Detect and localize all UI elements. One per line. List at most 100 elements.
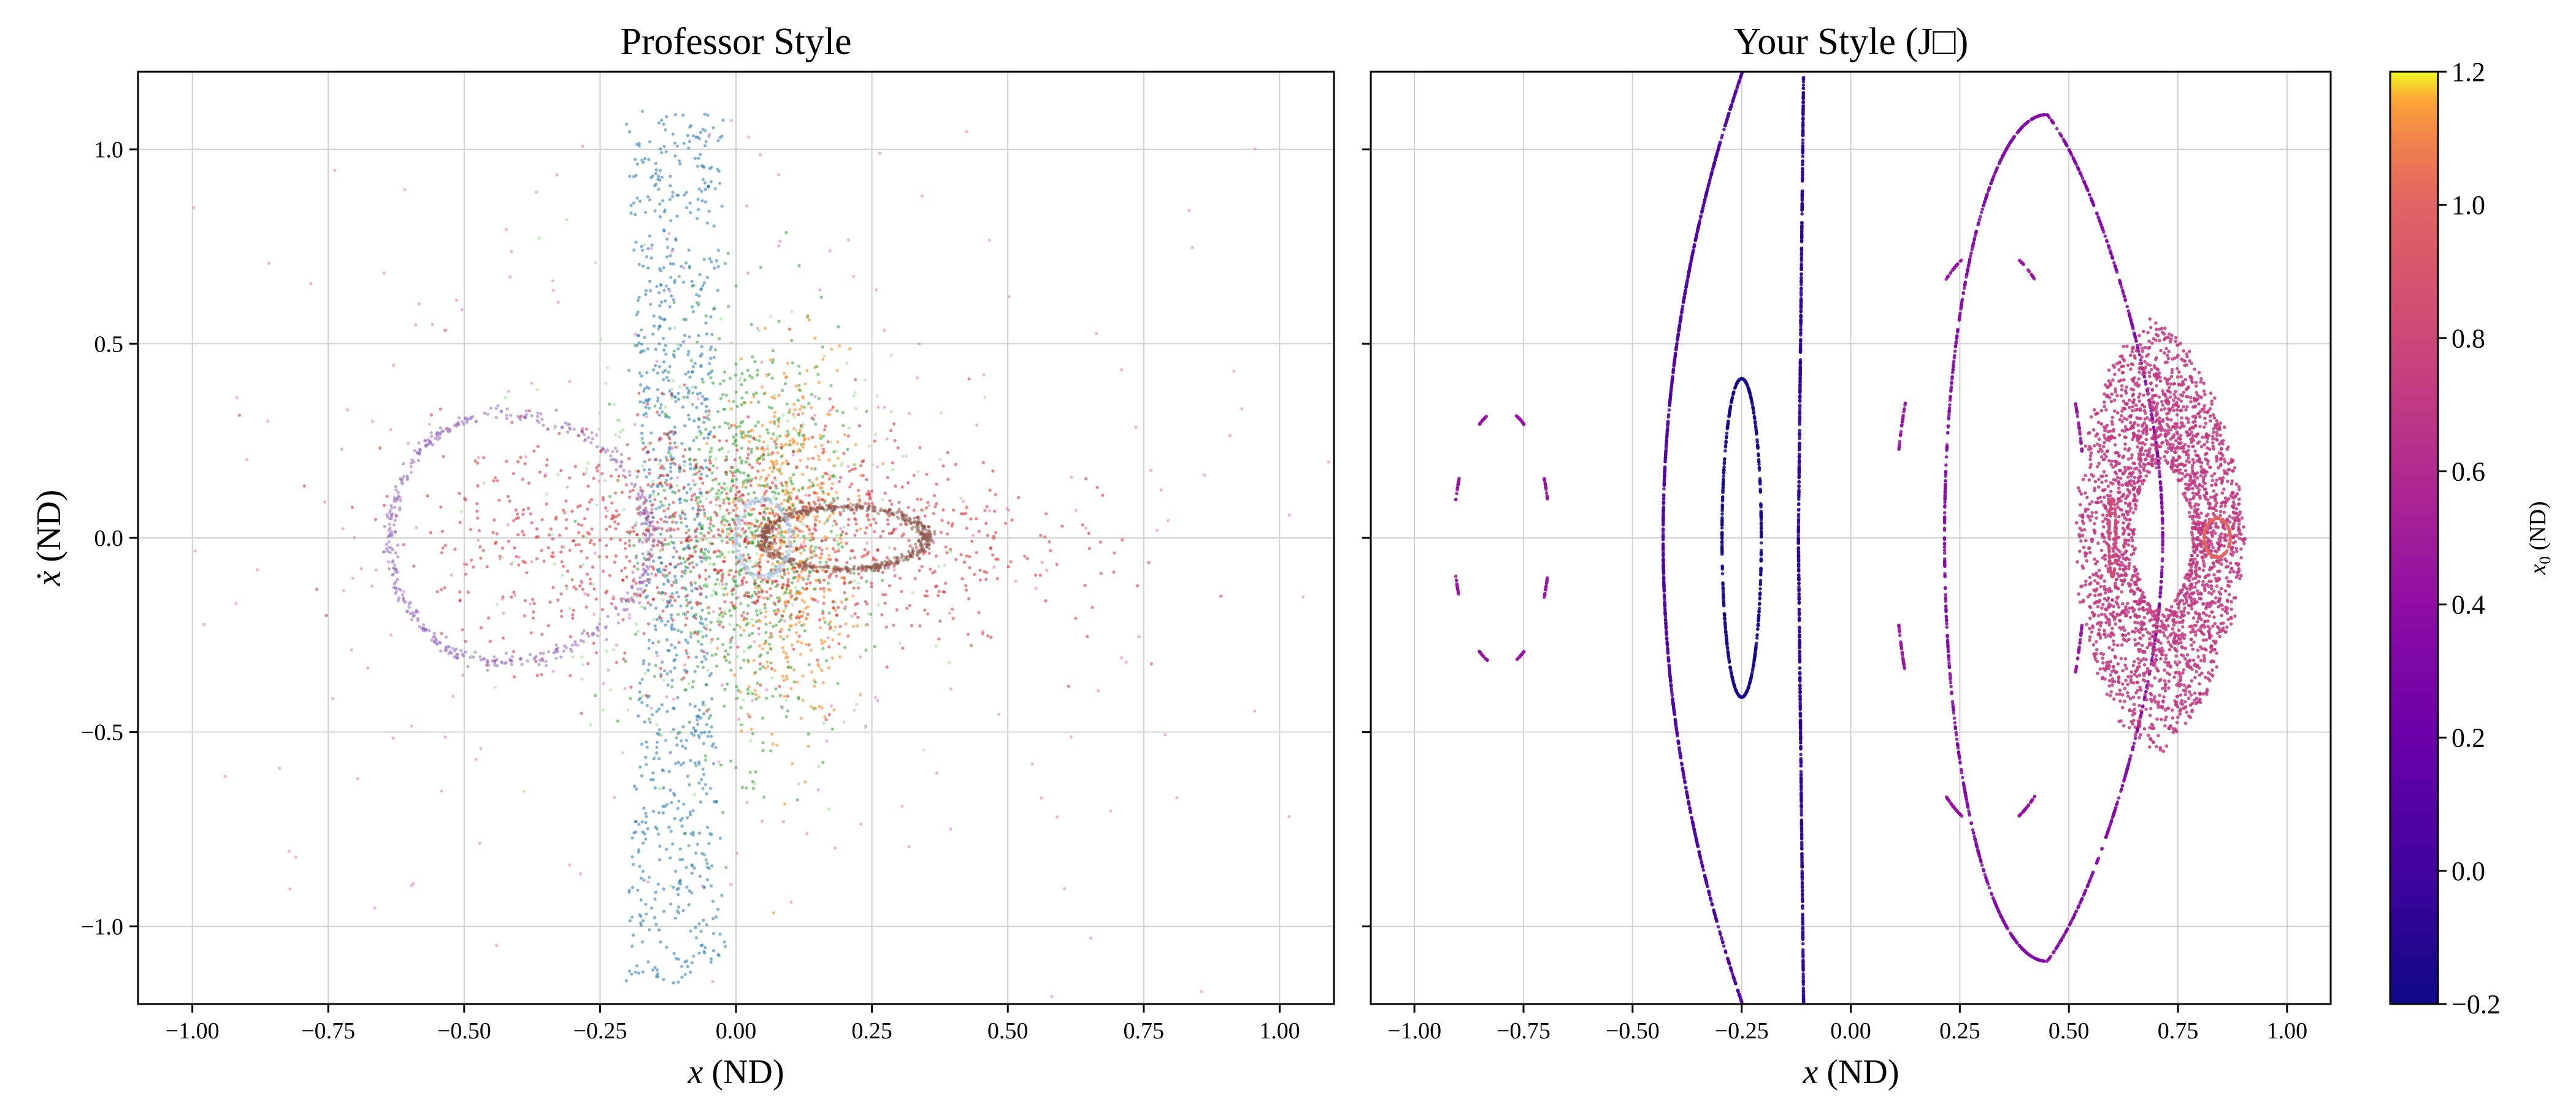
- scatter-point: [803, 544, 807, 548]
- scatter-point: [396, 599, 401, 602]
- scatter-point: [935, 482, 938, 486]
- scatter-point: [762, 448, 766, 452]
- scatter-point: [726, 251, 730, 255]
- scatter-point: [657, 640, 661, 644]
- scatter-point: [686, 594, 689, 597]
- scatter-point: [851, 503, 855, 507]
- scatter-point: [923, 608, 927, 612]
- scatter-point: [691, 310, 696, 313]
- scatter-point: [750, 542, 754, 545]
- scatter-point: [814, 680, 818, 684]
- scatter-point: [808, 571, 812, 575]
- scatter-point: [745, 591, 748, 594]
- scatter-point: [627, 544, 632, 548]
- scatter-point: [645, 415, 648, 419]
- scatter-point: [917, 539, 921, 542]
- scatter-point: [683, 569, 687, 573]
- scatter-point: [777, 393, 781, 397]
- scatter-point: [697, 208, 700, 212]
- scatter-point: [621, 473, 625, 478]
- scatter-point: [540, 549, 543, 553]
- scatter-point: [805, 465, 809, 469]
- scatter-point: [704, 858, 708, 862]
- scatter-point: [554, 643, 558, 647]
- scatter-point: [887, 532, 891, 535]
- scatter-point: [768, 531, 772, 535]
- scatter-point: [813, 598, 817, 602]
- scatter-point: [858, 506, 862, 510]
- scatter-point: [512, 591, 516, 594]
- scatter-point: [569, 647, 572, 651]
- scatter-point: [443, 328, 447, 332]
- scatter-point: [417, 441, 421, 445]
- scatter-point: [767, 642, 772, 646]
- scatter-point: [25, 473, 28, 477]
- scatter-point: [342, 589, 345, 592]
- scatter-point: [578, 504, 582, 508]
- scatter-point: [814, 545, 818, 550]
- scatter-point: [779, 527, 783, 531]
- scatter-point: [672, 886, 675, 889]
- scatter-point: [591, 632, 595, 635]
- scatter-point: [843, 591, 846, 594]
- scatter-point: [680, 586, 684, 590]
- scatter-point: [769, 749, 773, 753]
- scatter-point: [816, 483, 820, 487]
- scatter-point: [479, 658, 483, 662]
- scatter-point: [708, 526, 711, 530]
- scatter-point: [743, 434, 747, 437]
- scatter-point: [396, 555, 400, 559]
- scatter-point: [761, 469, 765, 472]
- scatter-point: [764, 523, 768, 526]
- scatter-point: [697, 951, 701, 955]
- scatter-point: [696, 340, 699, 344]
- scatter-point: [834, 600, 837, 604]
- scatter-point: [445, 648, 448, 652]
- scatter-point: [544, 664, 548, 667]
- scatter-point: [781, 706, 784, 710]
- scatter-point: [1038, 573, 1042, 577]
- scatter-point: [386, 560, 391, 564]
- scatter-point: [474, 420, 478, 424]
- scatter-point: [970, 540, 974, 543]
- scatter-point: [761, 741, 765, 745]
- scatter-point: [935, 584, 938, 588]
- scatter-point: [949, 827, 953, 831]
- scatter-point: [662, 519, 666, 524]
- scatter-point: [711, 524, 715, 528]
- scatter-point: [941, 508, 945, 512]
- scatter-point: [413, 449, 416, 453]
- scatter-point: [642, 447, 645, 451]
- scatter-point: [838, 624, 842, 628]
- scatter-point: [605, 650, 608, 653]
- scatter-point: [846, 567, 850, 570]
- scatter-point: [710, 471, 714, 475]
- scatter-point: [315, 588, 319, 591]
- scatter-point: [755, 619, 759, 624]
- scatter-point: [692, 546, 696, 550]
- scatter-point: [753, 600, 756, 604]
- scatter-point: [776, 583, 780, 587]
- scatter-point: [873, 645, 876, 648]
- scatter-point: [466, 417, 470, 421]
- scatter-point: [708, 522, 712, 526]
- scatter-point: [598, 539, 602, 542]
- scatter-point: [742, 576, 746, 580]
- scatter-point: [696, 392, 699, 396]
- scatter-point: [746, 447, 750, 451]
- scatter-point: [769, 661, 773, 665]
- scatter-point: [732, 500, 735, 504]
- scatter-point: [828, 477, 832, 481]
- scatter-point: [644, 289, 648, 293]
- scatter-point: [640, 820, 644, 824]
- scatter-point: [975, 517, 978, 521]
- scatter-point: [889, 508, 892, 512]
- scatter-point: [660, 391, 664, 395]
- scatter-point: [700, 466, 703, 469]
- scatter-point: [707, 531, 710, 535]
- scatter-point: [1091, 605, 1094, 609]
- scatter-point: [788, 505, 791, 509]
- scatter-point: [683, 460, 686, 464]
- scatter-point: [761, 553, 765, 557]
- scatter-point: [1005, 507, 1009, 511]
